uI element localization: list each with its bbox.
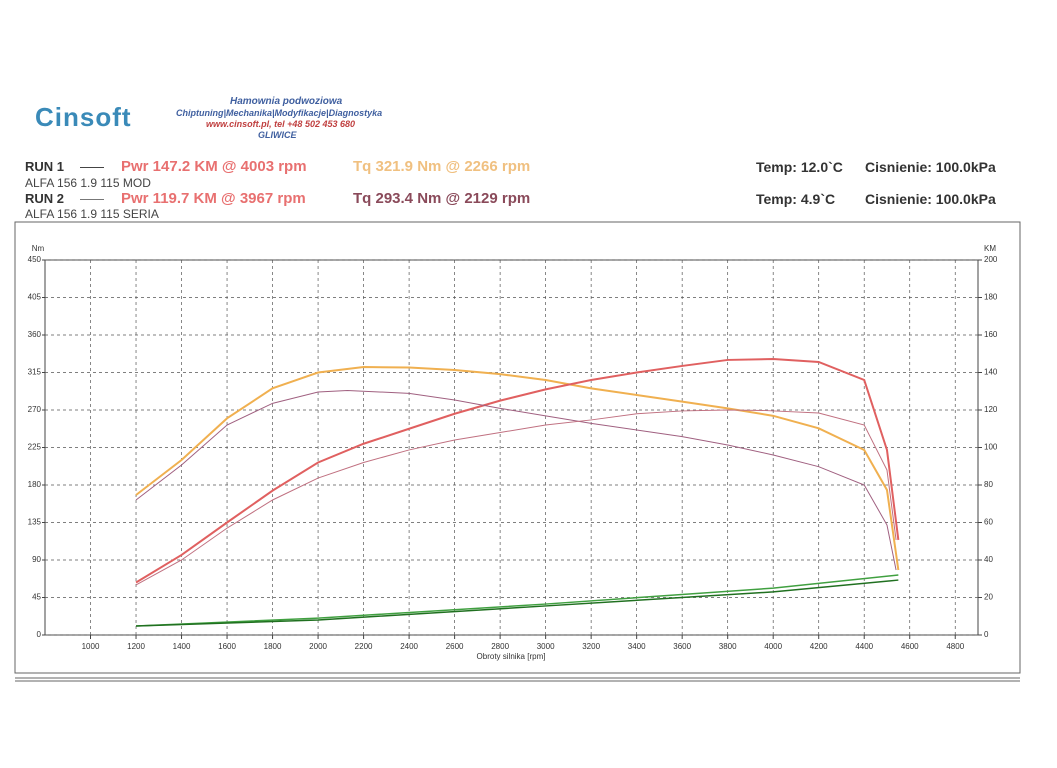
run-pressure: Cisnienie: 100.0kPa (865, 159, 996, 175)
run-pressure: Cisnienie: 100.0kPa (865, 191, 996, 207)
y-tick-label: 225 (28, 443, 42, 452)
run-temp: Temp: 4.9`C (756, 191, 836, 207)
x-tick-label: 2600 (446, 642, 464, 651)
y2-tick-label: 100 (984, 443, 998, 452)
y-axis-label: Nm (32, 244, 45, 253)
series-line (135, 357, 900, 584)
y-tick-label: 405 (28, 293, 42, 302)
legend-swatch (80, 167, 104, 168)
x-tick-label: 4200 (810, 642, 828, 651)
y2-tick-label: 180 (984, 293, 998, 302)
header-line: Hamownia podwoziowa (230, 96, 343, 107)
run-car: ALFA 156 1.9 115 SERIA (25, 207, 159, 221)
series-line (135, 389, 897, 571)
y2-tick-label: 80 (984, 480, 993, 489)
series-line (135, 574, 899, 627)
x-tick-label: 4400 (855, 642, 873, 651)
y-tick-label: 450 (28, 255, 42, 264)
header-line: www.cinsoft.pl, tel +48 502 453 680 (206, 119, 355, 129)
y2-tick-label: 40 (984, 555, 993, 564)
x-tick-label: 2400 (400, 642, 418, 651)
y-tick-label: 135 (28, 518, 42, 527)
run-power: Pwr 147.2 KM @ 4003 rpm (121, 158, 307, 175)
y2-tick-label: 200 (984, 255, 998, 264)
x-tick-label: 3400 (628, 642, 646, 651)
run-temp: Temp: 12.0`C (756, 159, 843, 175)
y-tick-label: 0 (37, 630, 42, 639)
x-axis-label: Obroty silnika [rpm] (477, 652, 546, 661)
y-tick-label: 45 (32, 593, 41, 602)
header-line: GLIWICE (258, 130, 297, 140)
series-line (135, 579, 899, 627)
y2-tick-label: 140 (984, 368, 998, 377)
run-power: Pwr 119.7 KM @ 3967 rpm (121, 190, 306, 207)
y-tick-label: 90 (32, 555, 41, 564)
x-tick-label: 3600 (673, 642, 691, 651)
series-line (135, 409, 897, 586)
x-tick-label: 1400 (173, 642, 191, 651)
run-torque: Tq 321.9 Nm @ 2266 rpm (353, 158, 531, 175)
legend-swatch (80, 199, 104, 200)
x-tick-label: 4800 (946, 642, 964, 651)
header-line: Chiptuning|Mechanika|Modyfikacje|Diagnos… (176, 108, 383, 118)
x-tick-label: 2800 (491, 642, 509, 651)
y2-tick-label: 120 (984, 405, 998, 414)
y2-tick-label: 160 (984, 330, 998, 339)
x-tick-label: 1200 (127, 642, 145, 651)
run-label: RUN 2 (25, 191, 65, 206)
x-tick-label: 2000 (309, 642, 327, 651)
y-tick-label: 180 (28, 480, 42, 489)
x-tick-label: 1600 (218, 642, 236, 651)
x-tick-label: 3200 (582, 642, 600, 651)
y-tick-label: 360 (28, 330, 42, 339)
chart-frame (14, 221, 1021, 674)
x-tick-label: 2200 (355, 642, 373, 651)
run-torque: Tq 293.4 Nm @ 2129 rpm (353, 190, 531, 207)
series-line (135, 365, 900, 571)
x-tick-label: 1000 (82, 642, 100, 651)
y2-tick-label: 20 (984, 593, 993, 602)
x-tick-label: 4600 (901, 642, 919, 651)
y2-tick-label: 0 (984, 630, 989, 639)
y-tick-label: 315 (28, 368, 42, 377)
y2-axis-label: KM (984, 244, 996, 253)
x-tick-label: 4000 (764, 642, 782, 651)
logo: Cinsoft (35, 102, 132, 132)
y-tick-label: 270 (28, 405, 42, 414)
x-tick-label: 3800 (719, 642, 737, 651)
y2-tick-label: 60 (984, 518, 993, 527)
run-car: ALFA 156 1.9 115 MOD (25, 176, 151, 190)
x-tick-label: 3000 (537, 642, 555, 651)
run-label: RUN 1 (25, 159, 65, 174)
x-tick-label: 1800 (264, 642, 282, 651)
